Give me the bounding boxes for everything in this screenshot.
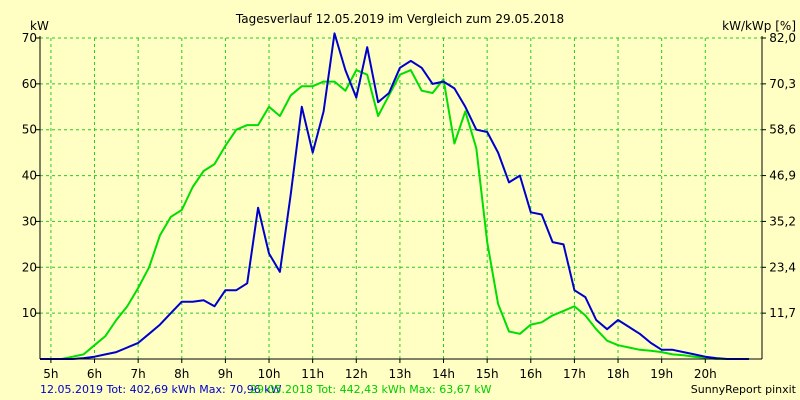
y2-tick-label-11,7: 11,7 — [769, 306, 796, 320]
y-axis-label-left: kW — [30, 19, 49, 33]
y2-tick-label-35,2: 35,2 — [769, 214, 796, 228]
y-axis-label-right: kW/kWp [%] — [722, 19, 796, 33]
y-tick-label-60: 60 — [22, 77, 37, 91]
x-tick-label-6h: 6h — [87, 367, 102, 381]
x-tick-label-15h: 15h — [476, 367, 499, 381]
x-tick-label-11h: 11h — [301, 367, 324, 381]
x-tick-label-9h: 9h — [218, 367, 233, 381]
x-tick-label-8h: 8h — [174, 367, 189, 381]
credit-label: SunnyReport pinxit — [691, 383, 797, 396]
grid-lines — [40, 37, 762, 359]
y-tick-label-20: 20 — [22, 260, 37, 274]
y-tick-label-50: 50 — [22, 123, 37, 137]
x-tick-label-14h: 14h — [432, 367, 455, 381]
y2-tick-label-58,6: 58,6 — [769, 123, 796, 137]
y-tick-label-10: 10 — [22, 306, 37, 320]
x-tick-label-10h: 10h — [258, 367, 281, 381]
x-tick-label-13h: 13h — [388, 367, 411, 381]
series-layer — [40, 32, 749, 360]
legend-series-1: 12.05.2019 Tot: 402,69 kWh Max: 70,96 kW — [40, 383, 282, 396]
x-tick-label-16h: 16h — [519, 367, 542, 381]
y-tick-label-40: 40 — [22, 169, 37, 183]
x-tick-label-17h: 17h — [563, 367, 586, 381]
y-tick-label-30: 30 — [22, 214, 37, 228]
tick-labels: 5h 6h 7h 8h 9h 10h 11h 12h 13h 14h 15h 16h 17h 18h 19h… — [22, 31, 796, 381]
x-tick-label-20h: 20h — [694, 367, 717, 381]
y2-tick-label-70,3: 70,3 — [769, 77, 796, 91]
x-tick-label-7h: 7h — [131, 367, 146, 381]
x-tick-label-19h: 19h — [650, 367, 673, 381]
x-tick-label-5h: 5h — [43, 367, 58, 381]
series-line-12.05.2019 — [40, 32, 749, 360]
legend-series-2: 29.05.2018 Tot: 442,43 kWh Max: 63,67 kW — [250, 383, 492, 396]
y2-tick-label-82,0: 82,0 — [769, 31, 796, 45]
y2-tick-label-23,4: 23,4 — [769, 260, 796, 274]
axes — [36, 36, 766, 363]
y-tick-label-70: 70 — [22, 31, 37, 45]
series-line-29.05.2018 — [40, 69, 749, 360]
x-tick-label-18h: 18h — [607, 367, 630, 381]
y2-tick-label-46,9: 46,9 — [769, 169, 796, 183]
chart-title: Tagesverlauf 12.05.2019 im Vergleich zum… — [235, 12, 564, 26]
x-tick-label-12h: 12h — [345, 367, 368, 381]
